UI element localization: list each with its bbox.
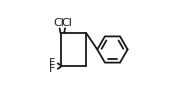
Text: Cl: Cl <box>54 18 65 28</box>
Text: F: F <box>49 58 55 68</box>
Text: Cl: Cl <box>61 18 72 28</box>
Text: F: F <box>49 64 55 74</box>
